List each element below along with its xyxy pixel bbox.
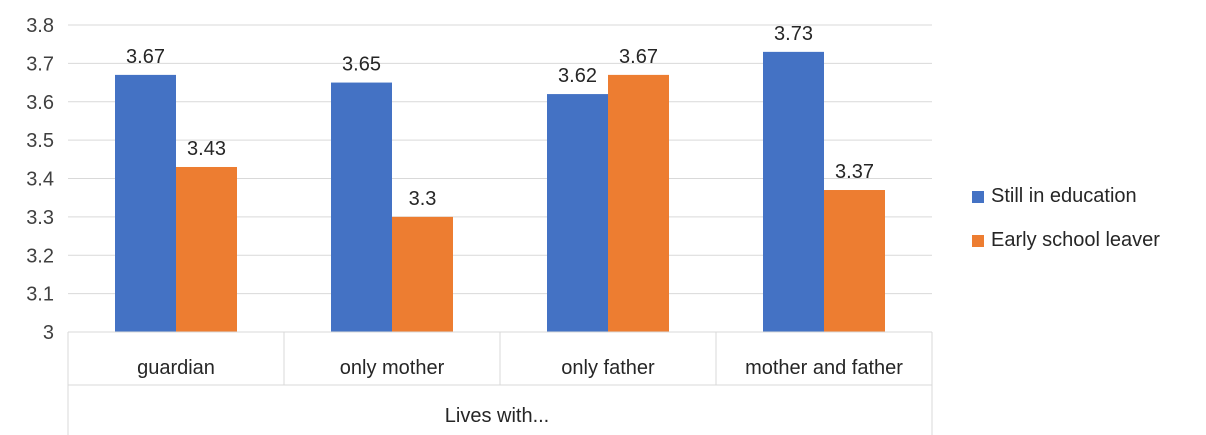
y-tick-label: 3.1 [26, 284, 54, 306]
x-tick-label-only-father: only father [561, 357, 655, 379]
data-label-early-school-leaver-only-mother: 3.3 [409, 188, 437, 210]
x-tick-label-only-mother: only mother [340, 357, 445, 379]
data-label-still-in-education-mother-and-father: 3.73 [774, 23, 813, 45]
bar-early-school-leaver-mother-and-father [824, 190, 885, 332]
bar-still-in-education-only-mother [331, 82, 392, 332]
data-label-early-school-leaver-guardian: 3.43 [187, 138, 226, 160]
data-label-early-school-leaver-mother-and-father: 3.37 [835, 161, 874, 183]
bar-early-school-leaver-only-father [608, 74, 669, 332]
legend-swatch-still-in-education [972, 190, 984, 203]
data-label-still-in-education-only-father: 3.62 [558, 65, 597, 87]
y-tick-label: 3.4 [26, 169, 54, 191]
x-axis: guardian only mother only father mother and… [67, 331, 933, 435]
bars [115, 51, 885, 333]
y-tick-label: 3.3 [26, 207, 54, 229]
bar-still-in-education-only-father [547, 94, 608, 332]
x-tick-label-guardian: guardian [137, 357, 215, 379]
bar-still-in-education-mother-and-father [763, 51, 824, 333]
y-tick-label: 3.7 [26, 53, 54, 75]
y-tick-label: 3 [43, 322, 54, 344]
legend-label-early-school-leaver: Early school leaver [991, 229, 1160, 251]
x-tick-label-mother-and-father: mother and father [745, 357, 903, 379]
y-tick-label: 3.2 [26, 245, 54, 267]
data-label-still-in-education-only-mother: 3.65 [342, 54, 381, 76]
y-tick-label: 3.5 [26, 130, 54, 152]
legend-label-still-in-education: Still in education [991, 185, 1137, 207]
legend: Still in education Early school leaver [972, 184, 1160, 272]
y-tick-label: 3.8 [26, 15, 54, 37]
bar-still-in-education-guardian [115, 74, 176, 332]
bar-early-school-leaver-guardian [176, 166, 237, 332]
legend-swatch-early-school-leaver [972, 234, 984, 247]
legend-item-still-in-education: Still in education [972, 184, 1160, 209]
data-label-early-school-leaver-only-father: 3.67 [619, 46, 658, 68]
data-label-still-in-education-guardian: 3.67 [126, 46, 165, 68]
y-tick-label: 3.6 [26, 92, 54, 114]
bar-early-school-leaver-only-mother [392, 216, 453, 332]
x-axis-group-label: Lives with... [445, 405, 549, 427]
data-labels: 3.67 3.43 3.65 3.3 3.62 3.67 3.73 3.37 [126, 23, 874, 210]
legend-item-early-school-leaver: Early school leaver [972, 228, 1160, 253]
y-axis-tick-labels: 3 3.1 3.2 3.3 3.4 3.5 3.6 3.7 3.8 [26, 15, 54, 344]
